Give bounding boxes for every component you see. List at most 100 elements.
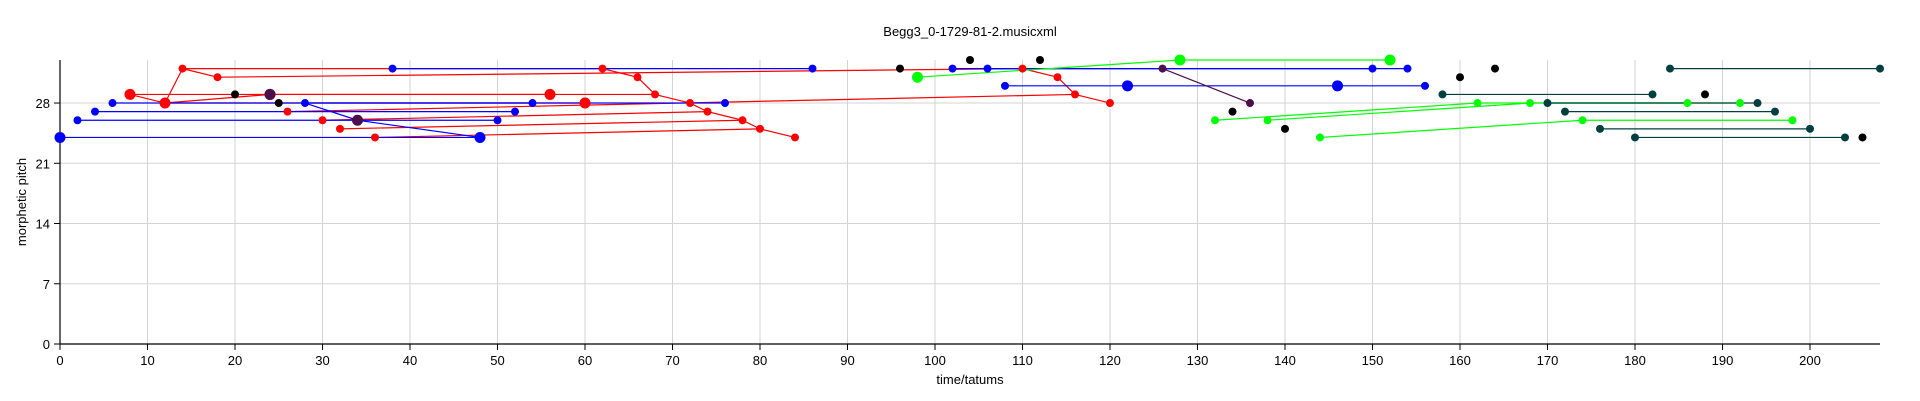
note-point	[966, 56, 974, 64]
note-link	[1267, 102, 1531, 121]
note-point	[1001, 81, 1009, 90]
note-point	[1841, 133, 1849, 142]
note-point	[791, 133, 799, 142]
note-link	[654, 93, 691, 104]
note-link	[374, 128, 761, 139]
note-point	[318, 116, 327, 125]
note-link	[759, 128, 796, 139]
note-point	[1753, 99, 1762, 108]
note-point	[1876, 64, 1884, 73]
x-tick-label: 180	[1624, 353, 1646, 368]
note-link	[1214, 102, 1478, 121]
x-tick-label: 50	[490, 353, 504, 368]
note-point	[1211, 116, 1219, 125]
note-link	[1162, 68, 1251, 104]
x-tick-label: 60	[578, 353, 592, 368]
note-link	[182, 68, 218, 78]
note-point	[474, 131, 486, 143]
note-point	[73, 116, 82, 125]
note-point	[703, 107, 712, 116]
note-point	[388, 64, 397, 73]
ticks: 0 10 20 30 40 50 60 70 80 90 100 110 120 130 140 150 160…	[36, 96, 1821, 368]
note-point	[301, 99, 309, 108]
note-point	[274, 99, 283, 108]
note-point	[91, 107, 99, 116]
note-point	[1438, 90, 1447, 99]
note-point	[124, 88, 136, 100]
note-link	[637, 76, 656, 95]
note-point	[948, 64, 957, 73]
note-point	[511, 107, 519, 116]
note-point	[721, 99, 729, 108]
note-point	[1228, 107, 1237, 116]
note-point	[213, 73, 222, 82]
note-link	[1074, 93, 1111, 104]
note-point	[686, 99, 694, 108]
note-point	[808, 64, 817, 73]
note-point	[1018, 64, 1027, 73]
note-link	[339, 119, 743, 130]
y-axis-label: morphetic pitch	[14, 158, 29, 246]
note-link	[707, 111, 743, 121]
x-tick-label: 140	[1274, 353, 1296, 368]
note-link	[164, 68, 184, 104]
x-tick-label: 30	[315, 353, 329, 368]
note-point	[1174, 54, 1186, 66]
note-point	[1771, 107, 1779, 116]
note-link	[129, 93, 166, 104]
note-point	[231, 90, 239, 99]
x-tick-label: 10	[140, 353, 154, 368]
axes	[59, 60, 1880, 345]
note-point	[1332, 80, 1343, 92]
note-point	[633, 73, 642, 82]
note-point	[983, 64, 992, 73]
note-point	[896, 64, 904, 73]
note-link	[602, 68, 638, 78]
note-point	[108, 99, 117, 108]
note-point	[371, 133, 379, 142]
note-point	[1788, 116, 1797, 125]
x-tick-label: 70	[665, 353, 679, 368]
note-point	[1158, 64, 1167, 73]
note-point	[651, 90, 659, 99]
note-link	[1319, 119, 1583, 139]
y-tick-label: 14	[36, 217, 50, 232]
x-tick-label: 20	[228, 353, 242, 368]
note-point	[1473, 99, 1482, 108]
note-link	[304, 102, 358, 121]
note-point	[756, 124, 764, 133]
note-point	[1071, 90, 1079, 99]
note-point	[1384, 54, 1396, 66]
note-point	[493, 116, 502, 125]
x-tick-label: 200	[1799, 353, 1821, 368]
note-point	[1053, 73, 1062, 82]
note-point	[1122, 80, 1133, 92]
y-tick-label: 7	[43, 277, 50, 292]
x-tick-label: 170	[1537, 353, 1559, 368]
note-link	[164, 93, 271, 104]
x-tick-label: 0	[56, 353, 63, 368]
note-point	[159, 97, 171, 109]
note-point	[54, 131, 66, 143]
note-point	[1281, 124, 1289, 133]
x-tick-label: 40	[403, 353, 417, 368]
note-point	[1666, 64, 1674, 73]
note-point	[1561, 107, 1569, 116]
x-tick-label: 110	[1012, 353, 1033, 368]
note-point	[1806, 124, 1814, 133]
note-point	[1263, 116, 1272, 125]
x-tick-label: 150	[1362, 353, 1384, 368]
note-point	[1596, 124, 1604, 133]
y-tick-label: 0	[43, 337, 50, 352]
note-point	[1316, 133, 1324, 142]
note-point	[1648, 90, 1657, 99]
x-tick-label: 120	[1099, 353, 1121, 368]
note-points	[54, 54, 1884, 143]
note-point	[1106, 99, 1114, 108]
note-point	[1456, 73, 1464, 82]
note-point	[544, 88, 556, 100]
note-point	[1543, 99, 1552, 108]
note-point	[1421, 81, 1429, 90]
note-point	[264, 88, 276, 100]
x-tick-label: 190	[1712, 353, 1734, 368]
